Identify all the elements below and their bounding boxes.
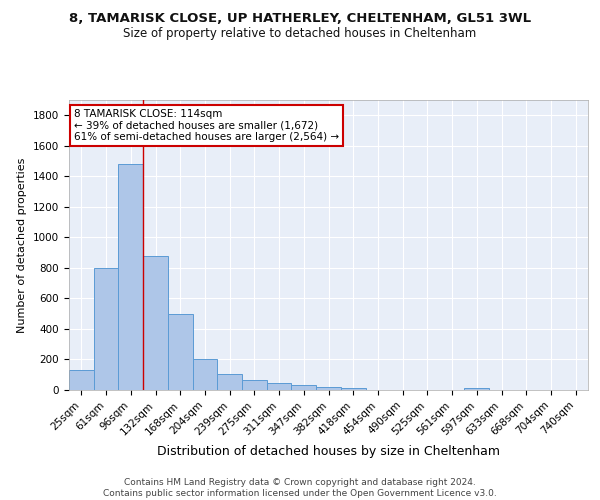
Bar xyxy=(464,388,489,390)
Text: 8 TAMARISK CLOSE: 114sqm
← 39% of detached houses are smaller (1,672)
61% of sem: 8 TAMARISK CLOSE: 114sqm ← 39% of detach… xyxy=(74,108,340,142)
Bar xyxy=(341,388,365,390)
Bar xyxy=(94,268,118,390)
Y-axis label: Number of detached properties: Number of detached properties xyxy=(17,158,28,332)
Bar xyxy=(143,256,168,390)
Bar xyxy=(267,382,292,390)
Text: Contains HM Land Registry data © Crown copyright and database right 2024.
Contai: Contains HM Land Registry data © Crown c… xyxy=(103,478,497,498)
Bar xyxy=(217,374,242,390)
X-axis label: Distribution of detached houses by size in Cheltenham: Distribution of detached houses by size … xyxy=(157,445,500,458)
Bar xyxy=(168,314,193,390)
Bar xyxy=(193,358,217,390)
Bar xyxy=(242,380,267,390)
Text: Size of property relative to detached houses in Cheltenham: Size of property relative to detached ho… xyxy=(124,28,476,40)
Bar xyxy=(316,386,341,390)
Text: 8, TAMARISK CLOSE, UP HATHERLEY, CHELTENHAM, GL51 3WL: 8, TAMARISK CLOSE, UP HATHERLEY, CHELTEN… xyxy=(69,12,531,26)
Bar xyxy=(69,370,94,390)
Bar xyxy=(118,164,143,390)
Bar xyxy=(292,384,316,390)
